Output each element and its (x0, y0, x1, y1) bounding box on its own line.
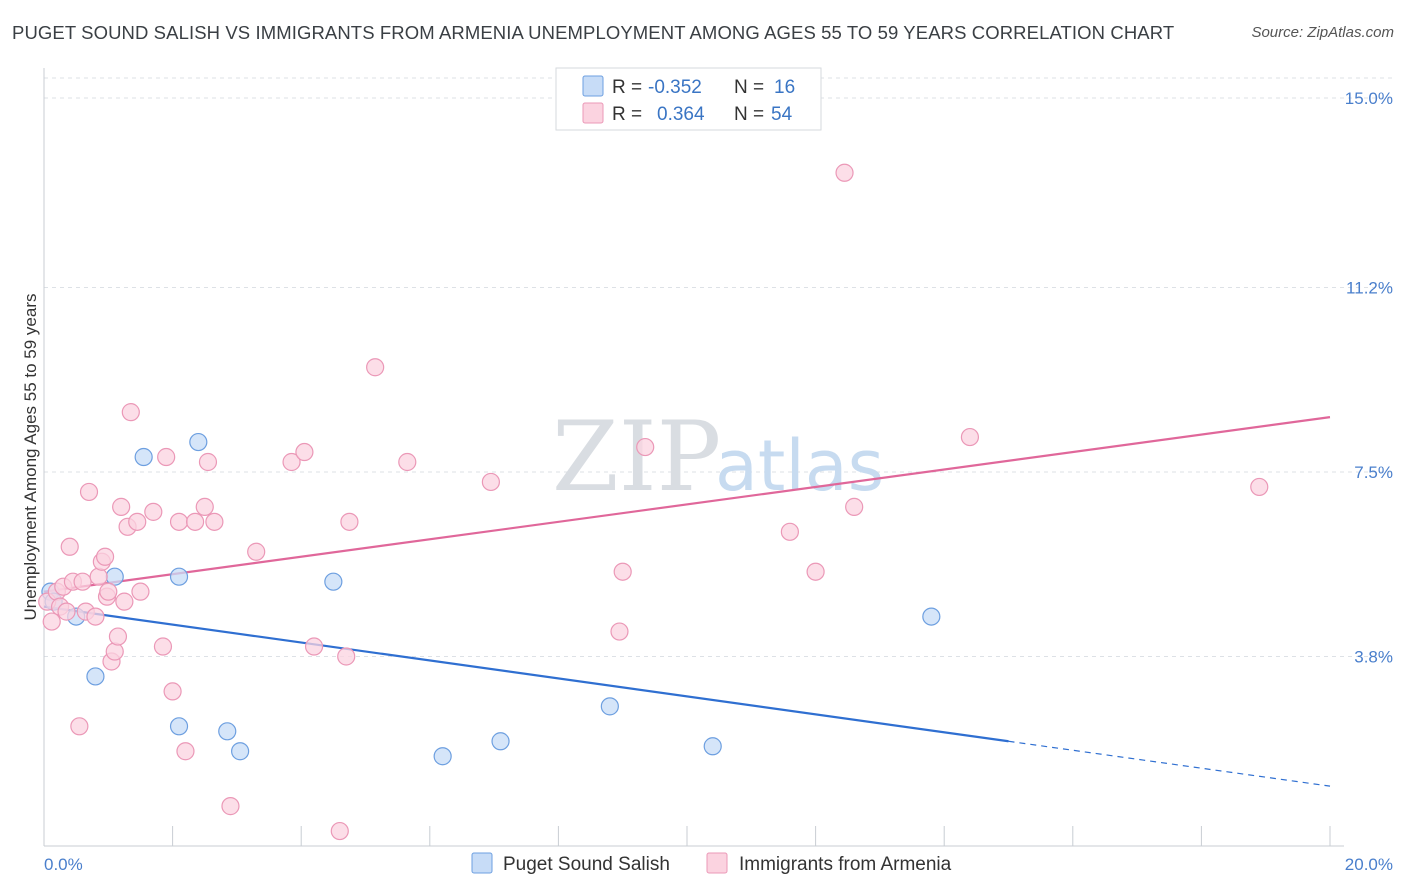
point-blue (218, 722, 237, 741)
point-blue (231, 742, 250, 761)
point-pink (57, 602, 76, 621)
y-tick-label: 15.0% (1345, 89, 1393, 108)
point-pink (144, 502, 163, 521)
point-pink (195, 497, 214, 516)
point-pink (330, 821, 349, 841)
bottom-legend: Puget Sound Salish Immigrants from Armen… (471, 852, 952, 875)
point-pink (70, 717, 89, 736)
point-pink (112, 497, 131, 516)
point-pink (99, 582, 118, 601)
y-tick-labels: 3.8% 7.5% 11.2% 15.0% (1345, 89, 1393, 667)
bottom-legend-label-pink: Immigrants from Armenia (739, 854, 952, 875)
legend-box: R = -0.352 N = 16 R = 0.364 N = 54 (555, 67, 822, 131)
y-tick-label: 3.8% (1354, 647, 1393, 666)
point-pink (806, 562, 825, 581)
legend-r-value-blue: -0.352 (648, 77, 702, 98)
point-pink (42, 612, 61, 631)
point-blue (433, 747, 452, 766)
point-pink (131, 582, 150, 601)
trend-line-extension-blue (1008, 740, 1331, 787)
point-blue (491, 732, 510, 751)
point-pink (398, 452, 417, 472)
point-pink (121, 403, 140, 422)
point-pink (337, 647, 356, 666)
x-ticks (43, 826, 1331, 846)
point-pink (221, 797, 240, 816)
point-pink (636, 437, 655, 457)
point-pink (366, 358, 385, 377)
legend-swatch-pink (582, 102, 604, 124)
point-pink (60, 537, 79, 556)
point-pink (128, 512, 147, 531)
bottom-legend-swatch-pink (706, 852, 728, 874)
point-blue (600, 697, 619, 716)
legend-r-value-pink: 0.364 (657, 104, 705, 125)
point-pink (73, 572, 92, 591)
point-pink (340, 512, 359, 531)
point-blue (169, 567, 189, 586)
point-pink (169, 512, 189, 531)
point-pink (89, 567, 108, 586)
x-tick-label-max: 20.0% (1345, 855, 1393, 874)
watermark-atlas: atlas (715, 425, 884, 507)
legend-swatch-blue (582, 75, 604, 97)
point-pink (95, 547, 115, 566)
point-pink (1250, 477, 1269, 497)
y-tick-label: 11.2% (1346, 278, 1393, 297)
point-pink (205, 512, 224, 531)
chart-title: PUGET SOUND SALISH VS IMMIGRANTS FROM AR… (12, 22, 1175, 43)
point-pink (186, 512, 205, 531)
point-pink (86, 607, 105, 626)
point-pink (304, 637, 324, 656)
point-blue (922, 607, 941, 626)
bottom-legend-label-blue: Puget Sound Salish (503, 854, 670, 875)
trend-lines (43, 416, 1331, 787)
legend-r-label-pink: R = (612, 104, 642, 125)
y-axis-label: Unemployment Among Ages 55 to 59 years (21, 294, 40, 621)
point-pink (835, 163, 854, 182)
trend-line-blue (43, 605, 1009, 743)
gridlines (44, 77, 1393, 657)
point-pink (105, 642, 124, 661)
point-pink (481, 472, 500, 492)
point-pink (960, 427, 980, 447)
point-pink (198, 452, 218, 472)
legend-n-value-pink: 54 (771, 104, 793, 125)
legend-n-label-blue: N = (734, 77, 764, 98)
point-pink (282, 452, 301, 472)
bottom-legend-swatch-blue (471, 852, 493, 874)
point-pink (780, 522, 799, 541)
point-pink (163, 682, 182, 701)
x-tick-label-min: 0.0% (44, 855, 83, 874)
legend-r-label-blue: R = (612, 77, 642, 98)
point-pink (176, 742, 195, 761)
legend-n-value-blue: 16 (774, 77, 795, 98)
point-blue (134, 447, 153, 467)
point-pink (153, 637, 173, 656)
point-blue (169, 717, 189, 736)
point-pink (247, 542, 266, 561)
point-blue (324, 572, 343, 591)
legend-n-label-pink: N = (734, 104, 764, 125)
source-label: Source: ZipAtlas.com (1251, 24, 1394, 41)
point-pink (79, 482, 99, 502)
point-pink (157, 447, 176, 467)
point-blue (189, 432, 208, 452)
point-pink (295, 442, 314, 462)
point-pink (613, 562, 632, 581)
point-blue (703, 737, 722, 756)
point-blue (86, 667, 105, 686)
point-pink (108, 627, 128, 646)
data-points (38, 163, 1269, 841)
watermark: ZIP atlas (552, 401, 884, 513)
watermark-zip: ZIP (552, 401, 721, 513)
trend-line-pink (43, 416, 1331, 593)
y-tick-label: 7.5% (1354, 463, 1393, 482)
point-pink (845, 497, 864, 516)
point-pink (610, 622, 629, 641)
point-pink (115, 592, 134, 611)
